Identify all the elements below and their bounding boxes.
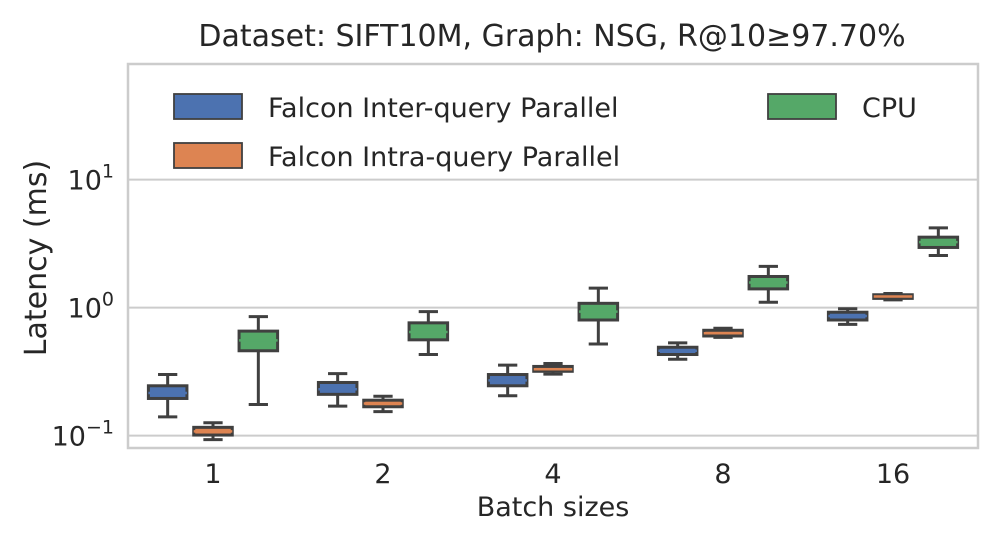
box-1-16 (826, 307, 869, 326)
box-2-8 (702, 326, 744, 339)
y-axis-label: Latency (ms) (19, 160, 54, 356)
legend: Falcon Inter-query Parallel Falcon Intra-… (173, 93, 917, 173)
y-tick-base: 10 (52, 422, 86, 453)
box-2-2 (362, 394, 404, 414)
box-3-4 (577, 286, 620, 346)
x-axis-label: Batch sizes (477, 492, 630, 523)
x-tick-label: 16 (876, 459, 910, 490)
grid-lines (128, 178, 978, 437)
legend-swatch (173, 142, 243, 169)
box-1-1 (146, 373, 189, 419)
legend-label: CPU (862, 93, 917, 124)
x-tick-label: 1 (204, 459, 221, 490)
plot-frame (126, 62, 980, 450)
legend-item-1: Falcon Inter-query Parallel (173, 93, 618, 124)
box-layer (146, 226, 960, 442)
box-3-8 (747, 264, 790, 304)
box-1-8 (656, 341, 699, 361)
legend-label: Falcon Intra-query Parallel (268, 142, 620, 173)
box-3-2 (407, 310, 450, 357)
y-tick-label: 100 (68, 289, 114, 325)
box-1-4 (486, 363, 529, 398)
box-3-1 (237, 315, 280, 406)
box-1-2 (316, 372, 359, 408)
y-tick-base: 10 (68, 166, 102, 197)
y-tick-exponent: 0 (102, 289, 114, 311)
x-tick-label: 8 (714, 459, 731, 490)
y-tick-exponent: 1 (102, 161, 114, 183)
box-2-1 (192, 421, 234, 442)
y-tick-label: 10−1 (52, 417, 114, 453)
legend-swatch (767, 93, 837, 120)
chart-title: Dataset: SIFT10M, Graph: NSG, R@10≥97.70… (198, 19, 905, 54)
box-2-4 (532, 361, 574, 376)
x-tick-label: 2 (374, 459, 391, 490)
legend-item-3: CPU (767, 93, 917, 124)
legend-swatch (173, 93, 243, 120)
box-3-16 (917, 226, 960, 258)
y-tick-base: 10 (68, 294, 102, 325)
y-tick-label: 101 (68, 161, 114, 197)
box-2-16 (872, 291, 914, 302)
x-tick-label: 4 (544, 459, 561, 490)
legend-item-2: Falcon Intra-query Parallel (173, 142, 620, 173)
legend-label: Falcon Inter-query Parallel (268, 93, 618, 124)
y-tick-exponent: −1 (86, 417, 114, 439)
